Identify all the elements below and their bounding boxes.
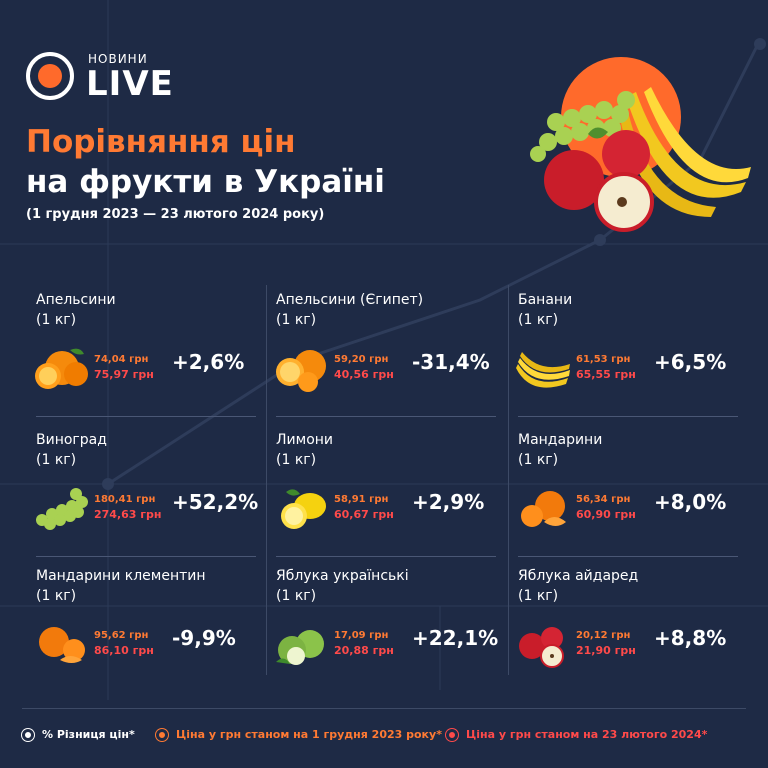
page-title-line1: Порівняння цін xyxy=(26,124,296,160)
legend-dec-label: Ціна у грн станом на 1 грудня 2023 року* xyxy=(176,728,442,741)
product-name: Апельсини xyxy=(36,292,116,308)
product-unit: (1 кг) xyxy=(518,312,559,328)
price-feb: 60,90 грн xyxy=(576,508,636,521)
novyny-live-logo[interactable]: НОВИНИ LIVE xyxy=(26,50,186,106)
row-divider-2a xyxy=(36,556,256,557)
price-card-clementines: Мандарини клементин (1 кг) 95,62 грн 86,… xyxy=(36,568,268,698)
product-unit: (1 кг) xyxy=(276,452,317,468)
price-change: +6,5% xyxy=(654,350,727,374)
product-name: Лимони xyxy=(276,432,334,448)
price-change: +52,2% xyxy=(172,490,259,514)
price-card-egypt-oranges: Апельсини (Єгипет) (1 кг) 59,20 грн 40,5… xyxy=(276,292,508,422)
price-feb: 86,10 грн xyxy=(94,644,154,657)
product-name: Банани xyxy=(518,292,573,308)
green-apples-icon xyxy=(276,630,324,665)
logo-ring-icon xyxy=(26,52,74,100)
clementines-icon xyxy=(39,627,85,663)
legend: % Різниця цін* Ціна у грн станом на 1 гр… xyxy=(22,728,752,748)
product-unit: (1 кг) xyxy=(276,588,317,604)
white-dot-icon xyxy=(22,728,34,741)
logo-big-text: LIVE xyxy=(86,64,174,104)
legend-diff-label: % Різниця цін* xyxy=(42,728,135,741)
product-unit: (1 кг) xyxy=(36,312,77,328)
price-card-green-apples: Яблука українські (1 кг) 17,09 грн 20,88… xyxy=(276,568,508,698)
row-divider-1c xyxy=(518,416,738,417)
product-unit: (1 кг) xyxy=(518,452,559,468)
product-unit: (1 кг) xyxy=(36,588,77,604)
price-dec: 59,20 грн xyxy=(334,354,389,365)
price-feb: 21,90 грн xyxy=(576,644,636,657)
row-divider-2c xyxy=(518,556,738,557)
price-change: +2,9% xyxy=(412,490,485,514)
page-title-line2: на фрукти в Україні xyxy=(26,164,385,200)
product-name: Виноград xyxy=(36,432,107,448)
tangerines-icon xyxy=(521,491,566,527)
product-name: Мандарини xyxy=(518,432,603,448)
legend-item-diff: % Різниця цін* xyxy=(22,728,135,741)
price-change: -9,9% xyxy=(172,626,236,650)
bananas-icon xyxy=(516,352,570,388)
legend-feb-label: Ціна у грн станом на 23 лютого 2024* xyxy=(466,728,708,741)
product-name: Яблука айдаред xyxy=(518,568,639,584)
product-unit: (1 кг) xyxy=(276,312,317,328)
page-subtitle: (1 грудня 2023 — 23 лютого 2024 року) xyxy=(26,207,325,222)
price-feb: 20,88 грн xyxy=(334,644,394,657)
legend-item-feb: Ціна у грн станом на 23 лютого 2024* xyxy=(446,728,707,741)
price-card-red-apples: Яблука айдаред (1 кг) 20,12 грн 21,90 гр… xyxy=(518,568,750,698)
price-change: +2,6% xyxy=(172,350,245,374)
price-feb: 75,97 грн xyxy=(94,368,154,381)
column-divider-1 xyxy=(266,285,267,675)
red-apples-icon xyxy=(519,627,564,668)
price-dec: 61,53 грн xyxy=(576,354,631,365)
column-divider-2 xyxy=(508,285,509,675)
logo-dot-icon xyxy=(38,64,62,88)
grapes-icon xyxy=(36,488,88,530)
price-change: +8,0% xyxy=(654,490,727,514)
price-dec: 58,91 грн xyxy=(334,494,389,505)
price-change: -31,4% xyxy=(412,350,490,374)
hero-fruit-illustration-icon xyxy=(530,57,751,232)
product-name: Апельсини (Єгипет) xyxy=(276,292,424,308)
egypt-oranges-icon xyxy=(276,350,326,392)
price-card-lemons: Лимони (1 кг) 58,91 грн 60,67 грн +2,9% xyxy=(276,432,508,562)
product-unit: (1 кг) xyxy=(36,452,77,468)
price-card-oranges: Апельсини (1 кг) 74,04 грн 75,97 грн +2,… xyxy=(35,292,268,422)
oranges-icon xyxy=(35,348,88,389)
product-unit: (1 кг) xyxy=(518,588,559,604)
row-divider-1b xyxy=(276,416,496,417)
product-name: Мандарини клементин xyxy=(36,568,206,584)
product-name: Яблука українські xyxy=(276,568,409,584)
row-divider-2b xyxy=(276,556,496,557)
price-feb: 65,55 грн xyxy=(576,368,636,381)
row-divider-1a xyxy=(36,416,256,417)
price-dec: 95,62 грн xyxy=(94,630,149,641)
price-change: +22,1% xyxy=(412,626,499,650)
lemons-icon xyxy=(281,489,326,529)
price-dec: 74,04 грн xyxy=(94,354,149,365)
price-dec: 180,41 грн xyxy=(94,494,156,505)
price-dec: 17,09 грн xyxy=(334,630,389,641)
price-feb: 40,56 грн xyxy=(334,368,394,381)
price-dec: 56,34 грн xyxy=(576,494,631,505)
price-feb: 60,67 грн xyxy=(334,508,394,521)
legend-divider xyxy=(22,708,746,709)
price-card-tangerines: Мандарини (1 кг) 56,34 грн 60,90 грн +8,… xyxy=(518,432,750,562)
price-feb: 274,63 грн xyxy=(94,508,162,521)
red-dot-icon xyxy=(446,728,458,741)
price-card-bananas: Банани (1 кг) 61,53 грн 65,55 грн +6,5% xyxy=(516,292,750,422)
logo-small-text: НОВИНИ xyxy=(88,52,148,66)
orange-dot-icon xyxy=(156,728,168,741)
price-dec: 20,12 грн xyxy=(576,630,631,641)
price-change: +8,8% xyxy=(654,626,727,650)
legend-item-dec: Ціна у грн станом на 1 грудня 2023 року* xyxy=(156,728,442,741)
price-card-grapes: Виноград (1 кг) 180,41 грн 274,63 грн +5… xyxy=(36,432,268,562)
